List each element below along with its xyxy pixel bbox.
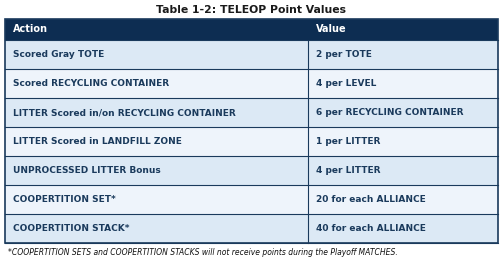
Text: LITTER Scored in LANDFILL ZONE: LITTER Scored in LANDFILL ZONE <box>13 137 182 146</box>
Bar <box>5 19 498 243</box>
Text: 6 per RECYCLING CONTAINER: 6 per RECYCLING CONTAINER <box>316 108 463 117</box>
Bar <box>5 185 498 214</box>
Text: COOPERTITION STACK*: COOPERTITION STACK* <box>13 224 129 233</box>
Text: LITTER Scored in/on RECYCLING CONTAINER: LITTER Scored in/on RECYCLING CONTAINER <box>13 108 235 117</box>
Bar <box>5 156 498 185</box>
Bar <box>5 214 498 243</box>
Bar <box>5 127 498 156</box>
Bar <box>5 40 498 69</box>
Text: 40 for each ALLIANCE: 40 for each ALLIANCE <box>316 224 426 233</box>
Text: 1 per LITTER: 1 per LITTER <box>316 137 380 146</box>
Bar <box>5 98 498 127</box>
Bar <box>5 19 498 40</box>
Text: Scored Gray TOTE: Scored Gray TOTE <box>13 50 104 59</box>
Text: UNPROCESSED LITTER Bonus: UNPROCESSED LITTER Bonus <box>13 166 160 175</box>
Text: 4 per LITTER: 4 per LITTER <box>316 166 380 175</box>
Text: Table 1-2: TELEOP Point Values: Table 1-2: TELEOP Point Values <box>156 5 347 15</box>
Bar <box>5 69 498 98</box>
Text: Value: Value <box>316 25 347 34</box>
Text: COOPERTITION SET*: COOPERTITION SET* <box>13 195 115 204</box>
Text: 2 per TOTE: 2 per TOTE <box>316 50 372 59</box>
Text: Action: Action <box>13 25 48 34</box>
Text: *COOPERTITION SETS and COOPERTITION STACKS will not receive points during the Pl: *COOPERTITION SETS and COOPERTITION STAC… <box>8 248 397 257</box>
Text: Scored RECYCLING CONTAINER: Scored RECYCLING CONTAINER <box>13 79 169 88</box>
Text: 20 for each ALLIANCE: 20 for each ALLIANCE <box>316 195 426 204</box>
Text: 4 per LEVEL: 4 per LEVEL <box>316 79 376 88</box>
